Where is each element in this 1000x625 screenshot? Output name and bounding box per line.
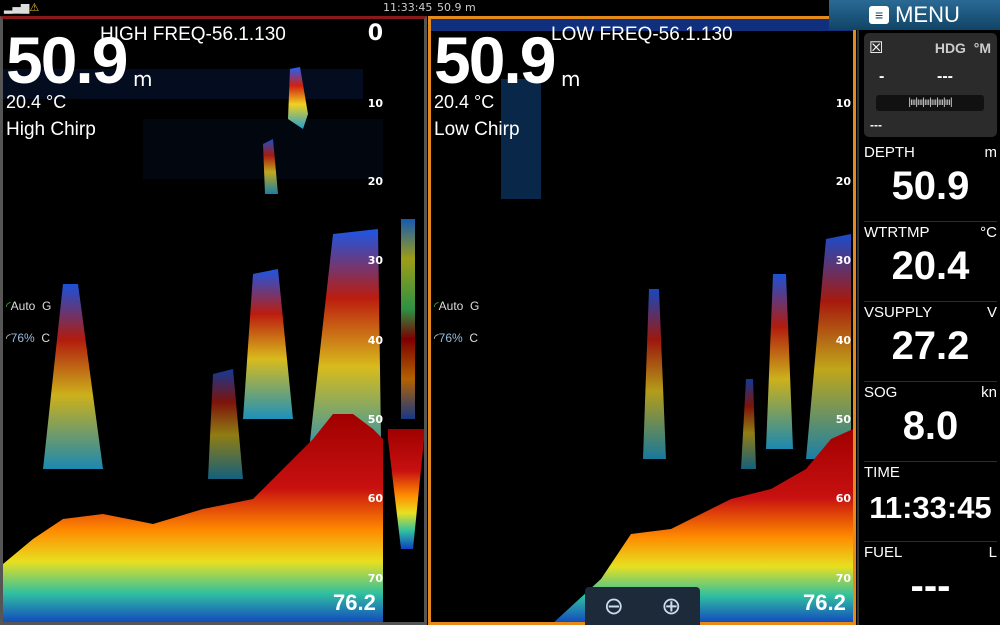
depth-tick: 0 — [367, 21, 383, 46]
depth-tick: 40 — [835, 334, 851, 347]
depth-tick: 70 — [835, 572, 851, 585]
depth-tick: 30 — [367, 254, 383, 267]
status-bar: ▂▄▆⚠ 11:33:45 50.9 m — [0, 0, 1000, 16]
water-temp: 20.4 °C — [434, 92, 495, 112]
gain-control[interactable]: ◜Auto G — [434, 299, 480, 313]
sonar-echogram — [3, 67, 424, 622]
depth-tick: 20 — [835, 175, 851, 188]
close-icon[interactable]: ☒ — [869, 40, 884, 57]
field-water-temp: WTRTMP °C 20.4 — [864, 222, 997, 302]
signal-icon: ▂▄▆⚠ — [4, 1, 40, 14]
depth-tick: 10 — [835, 97, 851, 110]
heading-unit: °M — [973, 40, 991, 56]
heading-value-left: - — [879, 68, 885, 85]
depth-tick: 10 — [367, 97, 383, 110]
chirp-mode: Low Chirp — [434, 119, 520, 140]
range-readout: 76.2 — [333, 590, 376, 615]
menu-button[interactable]: ≡ MENU — [829, 0, 1000, 30]
depth-tick: 50 — [367, 413, 383, 426]
status-time: 11:33:45 — [383, 1, 433, 14]
fish-echo — [288, 67, 308, 129]
depth-tick: 20 — [367, 175, 383, 188]
seabed — [554, 429, 853, 622]
depth-tick: 30 — [835, 254, 851, 267]
heading-label: HDG — [934, 40, 966, 56]
menu-label: MENU — [895, 2, 960, 27]
color-control[interactable]: ◜76% C — [6, 331, 51, 345]
seabed — [3, 414, 383, 622]
field-voltage: VSUPPLY V 27.2 — [864, 302, 997, 382]
sonar-panel-low[interactable]: LOW FREQ-56.1.130 50.9 m 20.4 °C Low Chi… — [428, 16, 856, 625]
frequency-label: HIGH FREQ-56.1.130 — [100, 24, 286, 45]
fish-echo — [643, 289, 666, 459]
range-readout: 76.2 — [803, 590, 846, 615]
color-control[interactable]: ◜76% C — [434, 331, 479, 345]
depth-tick: 70 — [367, 572, 383, 585]
depth-tick: 60 — [367, 492, 383, 505]
depth-readout: 50.9 — [6, 23, 128, 97]
water-temp: 20.4 °C — [6, 92, 67, 112]
sonar-panel-high[interactable]: HIGH FREQ-56.1.130 50.9 m 20.4 °C High C… — [0, 16, 427, 625]
sonar-echogram — [431, 19, 853, 622]
compass-scale: |ııı|ııı|ııı|ııı|ııı|ııı| — [876, 95, 984, 111]
field-depth: DEPTH m 50.9 — [864, 142, 997, 222]
amplitude-scope — [401, 219, 415, 419]
frequency-label: LOW FREQ-56.1.130 — [551, 24, 733, 45]
depth-readout: 50.9 — [434, 23, 556, 97]
status-depth: 50.9 m — [437, 1, 476, 14]
heading-bottom: --- — [870, 118, 882, 132]
heading-compass[interactable]: ☒ HDG °M - --- |ııı|ııı|ııı|ııı|ııı|ııı|… — [864, 33, 997, 137]
menu-icon: ≡ — [869, 6, 890, 24]
chirp-mode: High Chirp — [6, 119, 96, 140]
field-time: TIME 11:33:45 — [864, 462, 997, 542]
alarm-icon: ⚠ — [29, 1, 40, 14]
depth-tick: 50 — [835, 413, 851, 426]
zoom-out-icon[interactable]: ⊖ — [603, 592, 624, 620]
field-fuel: FUEL L --- — [864, 544, 997, 608]
fish-arch — [43, 284, 103, 469]
heading-value-right: --- — [937, 68, 953, 85]
depth-tick: 40 — [367, 334, 383, 347]
zoom-in-icon[interactable]: ⊕ — [661, 592, 682, 620]
depth-unit: m — [133, 67, 153, 91]
depth-unit: m — [561, 67, 581, 91]
field-sog: SOG kn 8.0 — [864, 382, 997, 462]
zoom-controls: ⊖ ⊕ — [585, 587, 700, 625]
gain-control[interactable]: ◜Auto G — [6, 299, 52, 313]
depth-tick: 60 — [835, 492, 851, 505]
instrument-sidebar: ☒ HDG °M - --- |ııı|ııı|ııı|ııı|ııı|ııı|… — [857, 30, 1000, 625]
